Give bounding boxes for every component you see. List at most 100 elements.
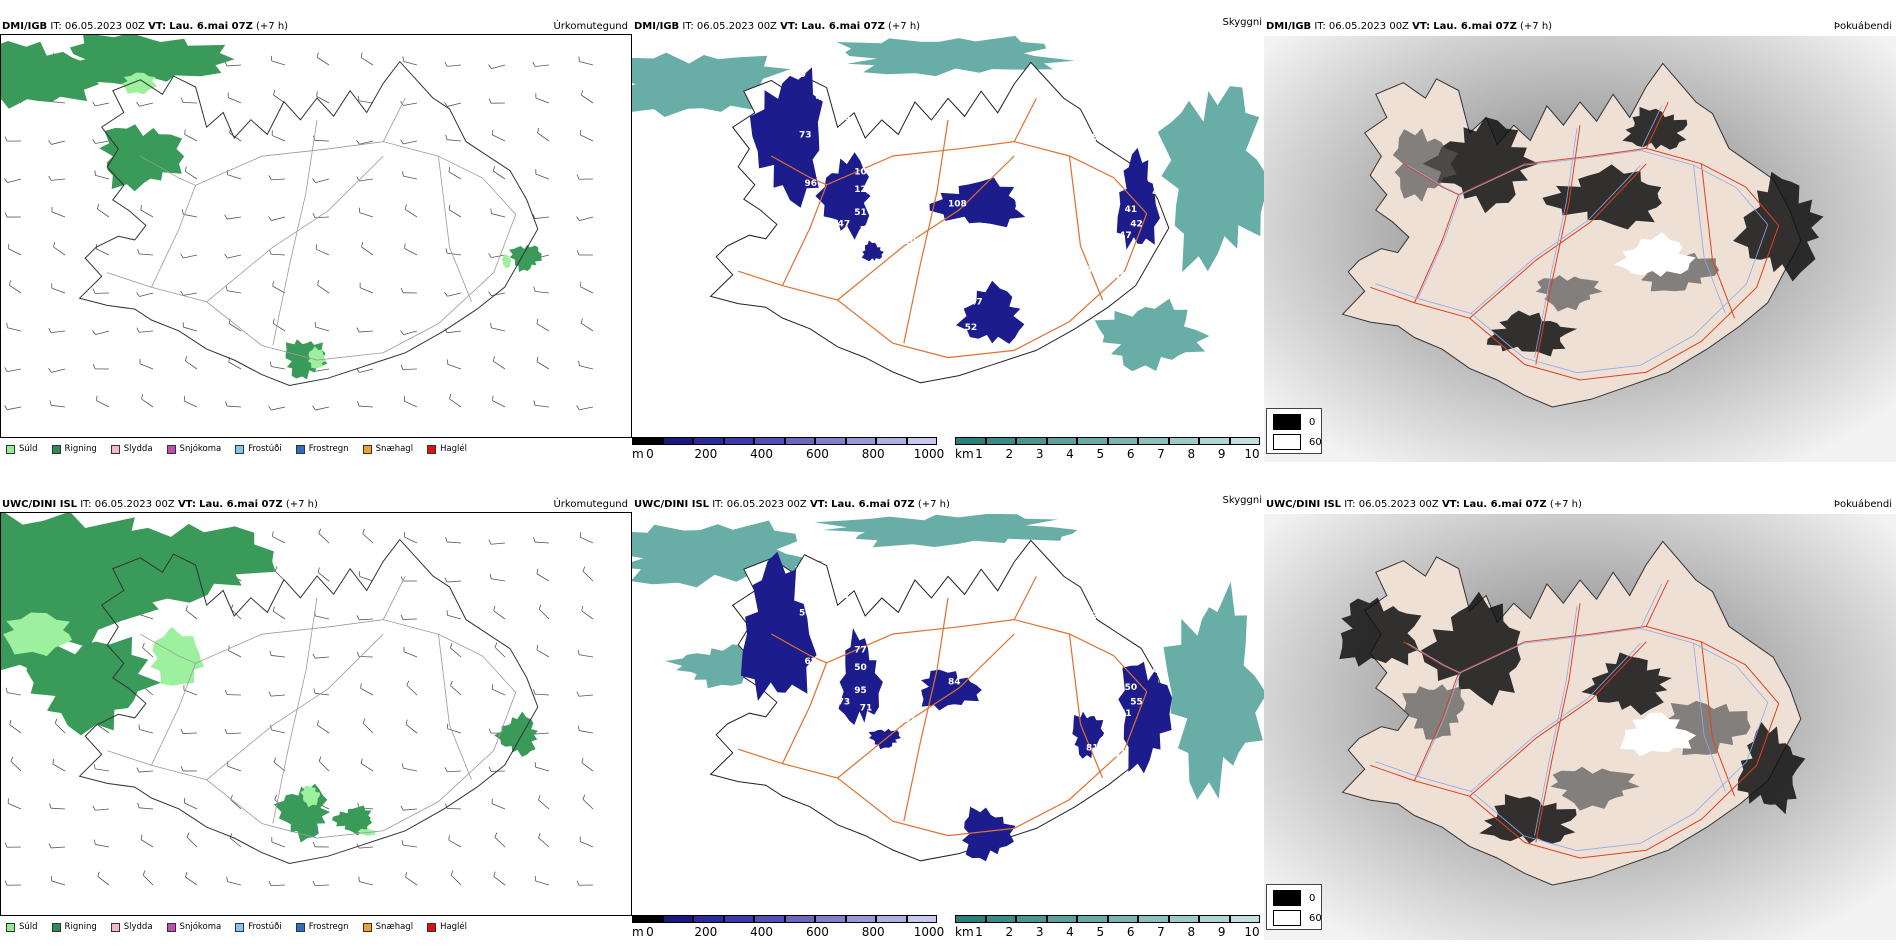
cloud-base-value: 73 xyxy=(838,698,851,708)
it-value: 06.05.2023 00Z xyxy=(64,21,145,32)
colorbar-tick: 400 xyxy=(750,447,774,461)
vt-label: VT: xyxy=(1441,499,1460,510)
cloud-base-value: 51 xyxy=(904,715,917,725)
lead-time: (+7 h) xyxy=(1520,21,1553,32)
cloud-base-value: 45 xyxy=(1103,254,1116,264)
colorbar-segment xyxy=(723,437,754,445)
colorbar-tick: 1000 xyxy=(913,447,945,461)
precip-legend: Súld Rigning Slydda Snjókoma Frostúði Frostre… xyxy=(6,917,481,937)
fog-legend: 0 60 xyxy=(1266,884,1322,930)
fog-legend-label: 0 xyxy=(1309,416,1316,428)
cloud-base-value: 42 xyxy=(931,744,944,754)
cloud-base-value: 41 xyxy=(970,775,983,785)
legend-label: Slydda xyxy=(123,922,153,932)
panel-title: Þokuábendi xyxy=(1833,499,1892,510)
cloud-base-value: 44 xyxy=(1108,243,1121,253)
lead-time: (+7 h) xyxy=(888,21,921,32)
lead-time: (+7 h) xyxy=(285,499,318,510)
colorbar-segment xyxy=(784,915,815,923)
cloud-map[interactable]: 79 66 51 50 58 57 68 77 50 95 73 71 51 84 76 132 72 42 75 4… xyxy=(632,514,1264,914)
cloud-map[interactable]: 60 48 66 73 58 70 96 103 121 51 47 53 105 108 61 105 110… xyxy=(632,36,1264,436)
cloud-base-value: 48 xyxy=(1114,271,1127,281)
colorbar-segment xyxy=(754,915,785,923)
model-name: DMI/IGB xyxy=(1266,21,1312,32)
colorbar-tick: 4 xyxy=(1066,925,1074,939)
cloud-base-value: 47 xyxy=(970,297,983,307)
cloud-base-value: 51 xyxy=(1119,709,1132,719)
colorbar-tick: 0 xyxy=(646,447,654,461)
colorbar-tick: 9 xyxy=(1217,447,1226,461)
cloud-base-value: 59 xyxy=(1103,706,1116,716)
colorbar-segment xyxy=(632,437,663,445)
legend-item: Haglél xyxy=(427,922,467,932)
legend-swatch xyxy=(166,444,176,454)
colorbar-segment xyxy=(662,915,693,923)
cloud-panel-top: DMI/IGB IT: 06.05.2023 00Z VT: Lau. 6.ma… xyxy=(632,14,1264,464)
visibility-colorbar: km 1 2 3 4 5 6 7 8 9 10 xyxy=(955,437,1260,463)
legend-label: Haglél xyxy=(440,922,468,932)
cloud-base-value: 93 xyxy=(1086,266,1099,276)
cloud-base-value: 51 xyxy=(838,591,851,601)
colorbar-unit: m xyxy=(632,925,644,939)
colorbar-segment xyxy=(1107,437,1138,445)
model-name: UWC/DINI ISL xyxy=(1266,499,1342,510)
cloud-base-value: 121 xyxy=(854,185,873,195)
cloud-base-value: 68 xyxy=(805,657,818,667)
cloud-base-value: 901 xyxy=(931,266,950,276)
vt-label: VT: xyxy=(780,21,799,32)
legend-label: Rigning xyxy=(64,444,97,454)
cloud-base-colorbar: m 0 200 400 600 800 1000 xyxy=(632,915,944,941)
colorbar-tick: 10 xyxy=(1244,447,1260,461)
colorbar-segment xyxy=(1229,915,1260,923)
colorbar-segment xyxy=(815,915,846,923)
colorbar-tick: 3 xyxy=(1035,925,1044,939)
fog-map[interactable]: 0 60 xyxy=(1264,514,1896,940)
legend-item: Frostúði xyxy=(235,922,282,932)
cloud-base-value: 58 xyxy=(827,626,840,636)
legend-swatch xyxy=(110,922,120,932)
legend-item: Snæhagl xyxy=(362,922,413,932)
cloud-base-value: 50 xyxy=(799,608,812,618)
legend-swatch xyxy=(51,922,61,932)
colorbar-segment xyxy=(1077,437,1108,445)
cloud-base-value: 41 xyxy=(1125,205,1138,215)
cloud-base-value: 24 xyxy=(1092,611,1105,621)
cloud-base-value: 43 xyxy=(1152,188,1165,198)
vt-label: VT: xyxy=(809,499,828,510)
it-label: IT: xyxy=(712,499,724,510)
cloud-base-value: 48 xyxy=(816,93,829,103)
panel-header: DMI/IGB IT: 06.05.2023 00Z VT: Lau. 6.ma… xyxy=(1266,21,1552,33)
it-value: 06.05.2023 00Z xyxy=(726,499,807,510)
cloud-base-value: 71 xyxy=(860,703,873,713)
colorbar-tick: 400 xyxy=(750,925,774,939)
cloud-base-value: 77 xyxy=(854,646,867,656)
fog-map[interactable]: 0 60 xyxy=(1264,36,1896,462)
legend-label: Frostúði xyxy=(248,922,282,932)
fog-legend-row: 60 xyxy=(1273,910,1322,926)
panel-title: Skyggni xyxy=(1222,17,1262,28)
it-value: 06.05.2023 00Z xyxy=(1328,21,1409,32)
legend-label: Súld xyxy=(19,444,38,454)
model-name: DMI/IGB xyxy=(2,21,48,32)
legend-label: Snjókoma xyxy=(179,444,222,454)
cloud-base-value: 66 xyxy=(816,571,829,581)
colorbar-segment xyxy=(1199,437,1230,445)
precip-map[interactable] xyxy=(0,34,632,438)
legend-item: Snjókoma xyxy=(166,444,222,454)
visibility-colorbar: km 1 2 3 4 5 6 7 8 9 10 xyxy=(955,915,1260,941)
colorbar-tick: 800 xyxy=(861,447,885,461)
colorbar-segment xyxy=(876,437,907,445)
panel-header: UWC/DINI ISL IT: 06.05.2023 00Z VT: Lau.… xyxy=(634,499,950,511)
colorbar-segment xyxy=(723,915,754,923)
vt-label: VT: xyxy=(177,499,196,510)
legend-item: Frostregn xyxy=(295,444,349,454)
vt-value: Lau. 6.mai 07Z xyxy=(1463,499,1547,510)
fog-legend-swatch xyxy=(1273,890,1301,906)
precip-map[interactable] xyxy=(0,512,632,916)
cloud-base-value: 95 xyxy=(854,686,867,696)
cloud-base-value: 47 xyxy=(838,220,851,230)
legend-label: Rigning xyxy=(64,922,97,932)
fog-legend-swatch xyxy=(1273,434,1301,450)
cloud-base-value: 47 xyxy=(1119,231,1132,241)
legend-item: Haglél xyxy=(427,444,467,454)
